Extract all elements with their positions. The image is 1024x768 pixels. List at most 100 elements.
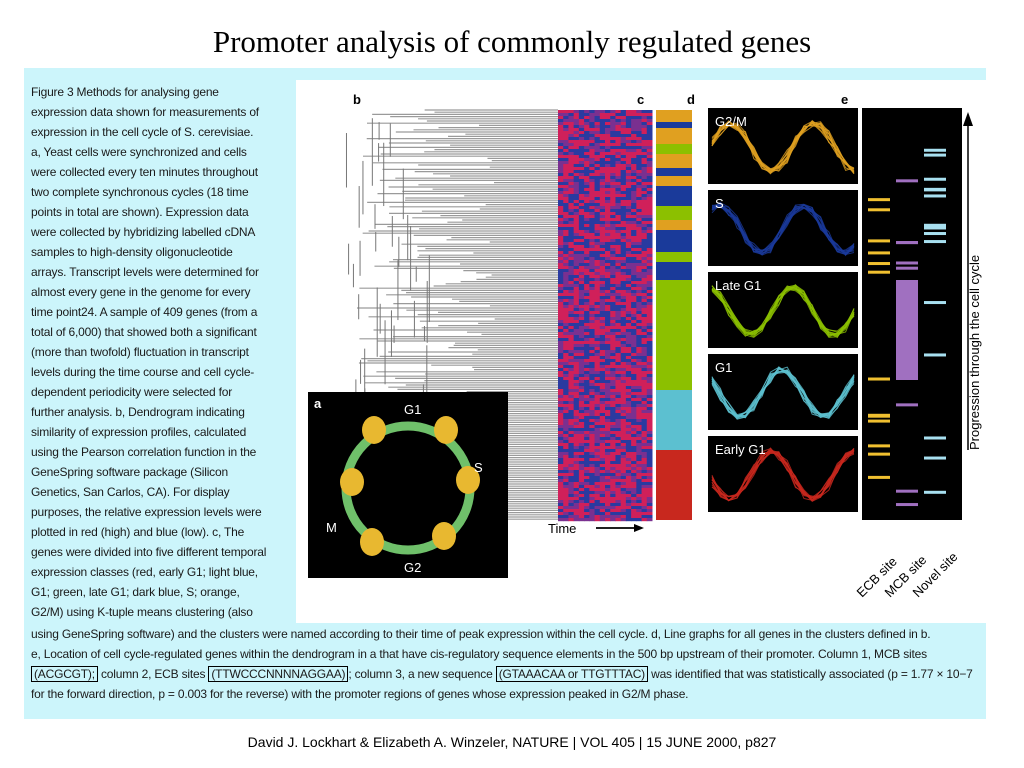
heatmap-cell xyxy=(568,407,575,411)
heatmap-cell xyxy=(584,224,590,228)
heatmap-cell xyxy=(584,497,590,501)
heatmap-cell xyxy=(620,176,627,180)
line-graph-label: Early G1 xyxy=(715,442,766,457)
heatmap-cell xyxy=(573,344,580,348)
heatmap-cell xyxy=(568,155,575,159)
heatmap-cell xyxy=(584,260,590,264)
heatmap-cell xyxy=(568,365,575,369)
heatmap-cell xyxy=(615,488,622,492)
heatmap-cell xyxy=(615,299,622,303)
novel-sequence-box: (GTAAACAA or TTGTTTAC) xyxy=(495,666,648,682)
heatmap-cell xyxy=(558,257,564,261)
heatmap-cell xyxy=(573,464,580,468)
heatmap-cell xyxy=(641,131,648,135)
heatmap-cell xyxy=(620,431,627,435)
heatmap-cell xyxy=(636,152,643,156)
heatmap-cell xyxy=(610,236,616,240)
heatmap-cell xyxy=(610,329,616,333)
heatmap-cell xyxy=(636,197,643,201)
heatmap-cell xyxy=(594,188,601,192)
heatmap-cell xyxy=(558,152,564,156)
heatmap-cell xyxy=(605,476,611,480)
heatmap-cell xyxy=(615,431,622,435)
heatmap-cell xyxy=(641,368,648,372)
heatmap-cell xyxy=(615,470,622,474)
heatmap-cell xyxy=(573,230,580,234)
heatmap-cell xyxy=(641,470,648,474)
heatmap-cell xyxy=(636,140,643,144)
heatmap-cell xyxy=(568,170,575,174)
heatmap-cell xyxy=(620,377,627,381)
heatmap-cell xyxy=(594,428,601,432)
heatmap-cell xyxy=(563,299,569,303)
heatmap-cell xyxy=(599,137,606,141)
heatmap-cell xyxy=(563,149,569,153)
heatmap-cell xyxy=(615,215,622,219)
heatmap-cell xyxy=(573,131,580,135)
heatmap-cell xyxy=(641,458,648,462)
heatmap-cell xyxy=(646,353,653,357)
heatmap-cell xyxy=(563,194,569,198)
heatmap-cell xyxy=(589,182,596,186)
heatmap-cell xyxy=(573,140,580,144)
heatmap-cell xyxy=(599,284,606,288)
heatmap-cell xyxy=(636,329,643,333)
heatmap-cell xyxy=(646,122,653,126)
heatmap-cell xyxy=(573,434,580,438)
heatmap-cell xyxy=(610,293,616,297)
heatmap-cell xyxy=(625,308,632,312)
heatmap-cell xyxy=(610,506,616,510)
heatmap-cell xyxy=(563,257,569,261)
heatmap-cell xyxy=(615,317,622,321)
heatmap-cell xyxy=(589,416,596,420)
heatmap-cell xyxy=(615,377,622,381)
heatmap-cell xyxy=(615,170,622,174)
heatmap-cell xyxy=(573,161,580,165)
heatmap-cell xyxy=(594,383,601,387)
heatmap-cell xyxy=(563,470,569,474)
heatmap-cell xyxy=(589,116,596,120)
heatmap-cell xyxy=(563,395,569,399)
heatmap-cell xyxy=(646,185,653,189)
heatmap-cell xyxy=(573,254,580,258)
heatmap-cell xyxy=(625,173,632,177)
heatmap-cell xyxy=(625,455,632,459)
heatmap-cell xyxy=(631,230,637,234)
heatmap-cell xyxy=(599,116,606,120)
heatmap-cell xyxy=(578,377,585,381)
heatmap-cell xyxy=(625,200,632,204)
heatmap-cell xyxy=(563,404,569,408)
heatmap-cell xyxy=(563,311,569,315)
heatmap-cell xyxy=(625,167,632,171)
heatmap-cell xyxy=(584,269,590,273)
heatmap-cell xyxy=(594,206,601,210)
heatmap-cell xyxy=(605,374,611,378)
heatmap-cell xyxy=(558,263,564,267)
heatmap-cell xyxy=(563,197,569,201)
heatmap-cell xyxy=(636,308,643,312)
heatmap-cell xyxy=(563,155,569,159)
heatmap-cell xyxy=(625,110,632,114)
heatmap-cell xyxy=(631,179,637,183)
heatmap-cell xyxy=(605,350,611,354)
heatmap-cell xyxy=(589,506,596,510)
heatmap-cell xyxy=(558,140,564,144)
heatmap-cell xyxy=(641,122,648,126)
heatmap-cell xyxy=(605,458,611,462)
heatmap-cell xyxy=(615,119,622,123)
heatmap-cell xyxy=(584,134,590,138)
heatmap-cell xyxy=(631,425,637,429)
heatmap-cell xyxy=(594,338,601,342)
heatmap-cell xyxy=(636,212,643,216)
progression-label: Progression through the cell cycle xyxy=(967,255,982,450)
heatmap-cell xyxy=(641,491,648,495)
heatmap-cell xyxy=(563,218,569,222)
heatmap-cell xyxy=(578,110,585,114)
heatmap-cell xyxy=(584,461,590,465)
heatmap-cell xyxy=(636,464,643,468)
heatmap-cell xyxy=(599,329,606,333)
heatmap-cell xyxy=(620,326,627,330)
heatmap-cell xyxy=(631,284,637,288)
heatmap-cell xyxy=(594,146,601,150)
heatmap-cell xyxy=(589,425,596,429)
